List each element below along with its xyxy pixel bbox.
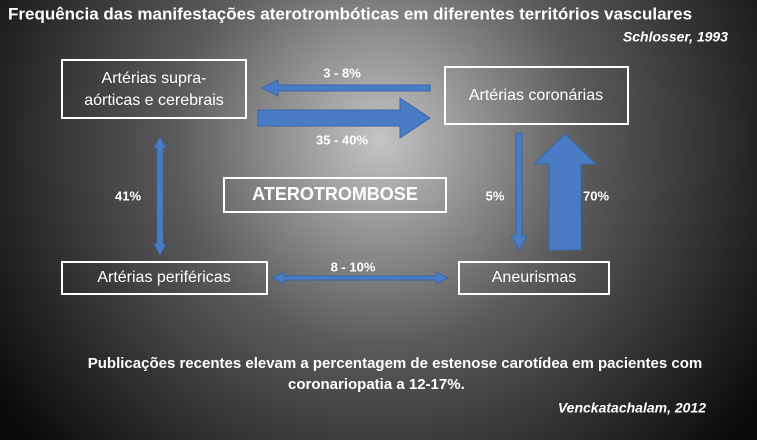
title: Frequência das manifestações aterotrombó… (8, 4, 692, 23)
node-label: Artérias supra- (102, 70, 207, 87)
node-label: Aneurismas (492, 269, 576, 286)
note-citation: Venckatachalam, 2012 (558, 400, 706, 416)
arrow (153, 135, 167, 257)
edge-label: 5% (486, 188, 505, 203)
edge-label: 41% (115, 188, 141, 203)
arrow (270, 271, 450, 285)
edge-label: 3 - 8% (323, 65, 361, 80)
node-box (61, 261, 268, 295)
node-label: Artérias coronárias (469, 87, 603, 104)
node-box (61, 59, 247, 119)
node-label: aórticas e cerebrais (84, 92, 224, 109)
edge-label: 8 - 10% (331, 259, 376, 274)
arrow (510, 132, 528, 252)
arrow (260, 79, 431, 97)
edge-label: 70% (583, 188, 609, 203)
citation: Schlosser, 1993 (623, 29, 728, 45)
node-box (444, 66, 629, 125)
note-line: coronariopatia a 12-17%. (288, 376, 465, 393)
node-label: ATEROTROMBOSE (252, 184, 418, 204)
node-box (458, 261, 610, 295)
note-line: Publicações recentes elevam a percentage… (88, 355, 702, 372)
arrow (257, 97, 431, 139)
arrow (532, 133, 598, 251)
edge-label: 35 - 40% (316, 132, 368, 147)
node-box (223, 177, 447, 213)
node-label: Artérias periféricas (97, 269, 230, 286)
